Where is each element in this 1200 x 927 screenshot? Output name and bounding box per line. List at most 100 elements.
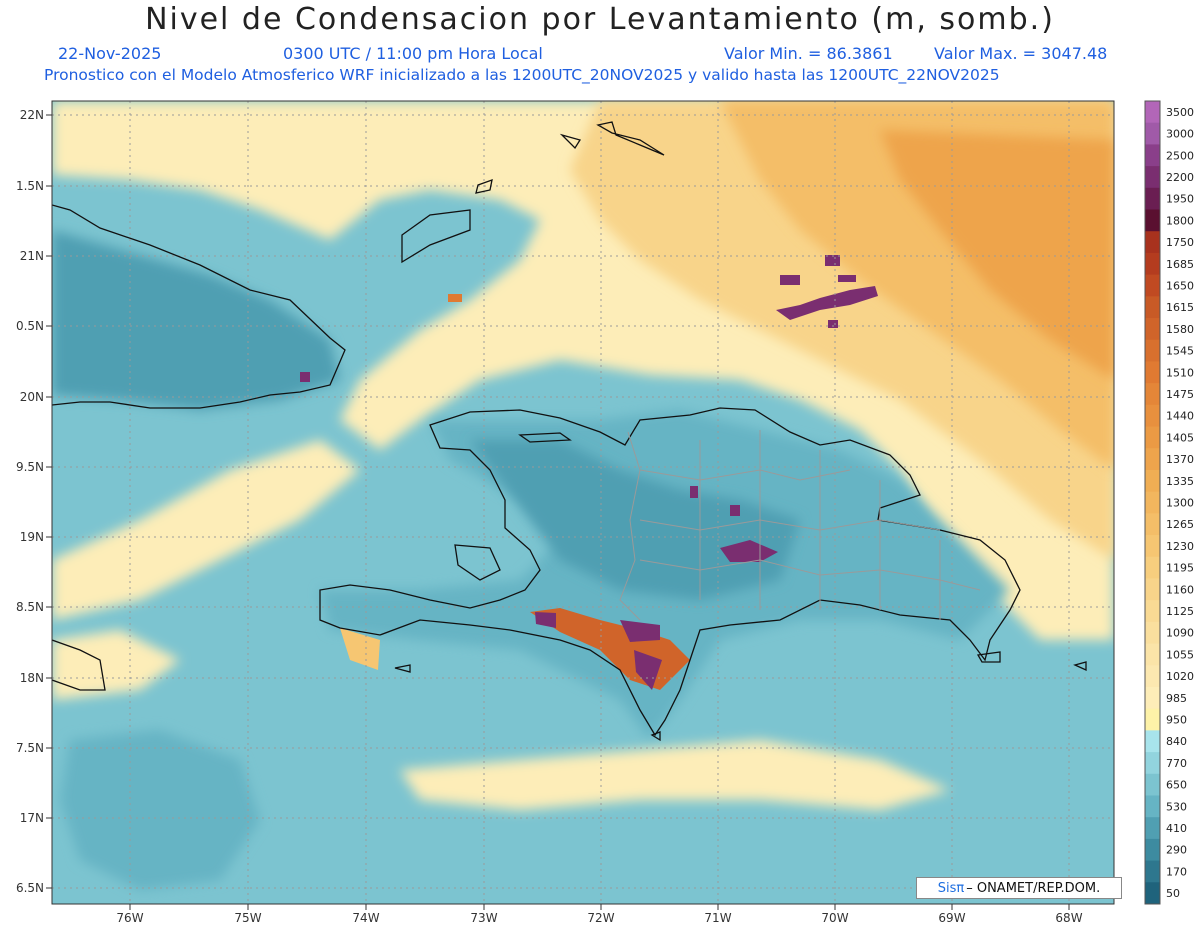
legend-label: 2200 <box>1166 171 1194 184</box>
legend-swatch <box>1145 361 1160 384</box>
value-min: Valor Min. = 86.3861 <box>724 44 893 63</box>
lat-label: 9.5N <box>16 460 44 474</box>
legend-label: 1650 <box>1166 279 1194 292</box>
lat-label: 8.5N <box>16 600 44 614</box>
legend-label: 1615 <box>1166 301 1194 314</box>
legend-swatch <box>1145 860 1160 883</box>
legend-swatch <box>1145 817 1160 840</box>
legend-label: 650 <box>1166 779 1187 792</box>
legend-label: 3500 <box>1166 106 1194 119</box>
lat-label: 20N <box>20 390 44 404</box>
sispi-logo-text: Sisπ <box>937 880 965 896</box>
legend-swatch <box>1145 643 1160 666</box>
lon-label: 71W <box>704 911 731 925</box>
lon-label: 72W <box>587 911 614 925</box>
gonave-island <box>454 544 501 581</box>
saona-island <box>976 651 1001 663</box>
legend-swatch <box>1145 469 1160 493</box>
legend-swatch <box>1145 404 1160 428</box>
lon-label: 74W <box>352 911 379 925</box>
legend-label: 1475 <box>1166 388 1194 401</box>
forecast-subtitle: Pronostico con el Modelo Atmosferico WRF… <box>44 66 1000 84</box>
legend-swatch <box>1145 209 1160 232</box>
legend-swatch <box>1145 383 1160 406</box>
lat-label: 22N <box>20 108 44 122</box>
legend-swatch <box>1145 274 1160 297</box>
navassa <box>394 664 411 673</box>
lat-label: 0.5N <box>16 319 44 333</box>
legend-swatch <box>1145 556 1160 579</box>
value-max: Valor Max. = 3047.48 <box>934 44 1108 63</box>
legend-label: 2500 <box>1166 149 1194 162</box>
jamaica <box>52 639 106 691</box>
legend-label: 770 <box>1166 757 1187 770</box>
legend-swatch <box>1145 773 1160 796</box>
province-borders <box>619 430 981 621</box>
legend-label: 1090 <box>1166 627 1194 640</box>
legend-label: 3000 <box>1166 128 1194 141</box>
legend-label: 1750 <box>1166 236 1194 249</box>
lat-label: 18N <box>20 671 44 685</box>
legend-swatch <box>1145 686 1160 710</box>
graticule <box>52 101 1114 904</box>
legend-label: 1125 <box>1166 605 1194 618</box>
bahamas-3 <box>596 121 665 156</box>
lon-label: 76W <box>116 911 143 925</box>
legend-label: 985 <box>1166 692 1187 705</box>
lat-label: 17N <box>20 811 44 825</box>
legend-label: 410 <box>1166 822 1187 835</box>
coastlines <box>52 121 1087 742</box>
mona-island <box>1073 661 1087 672</box>
legend-label: 170 <box>1166 865 1187 878</box>
lat-label: 6.5N <box>16 881 44 895</box>
legend-label: 1265 <box>1166 518 1194 531</box>
legend-label: 1685 <box>1166 258 1194 271</box>
legend-swatch <box>1145 513 1160 536</box>
legend-label: 950 <box>1166 714 1187 727</box>
legend-label: 530 <box>1166 800 1187 813</box>
legend-swatch <box>1145 621 1160 645</box>
legend-label: 1055 <box>1166 648 1194 661</box>
lon-label: 73W <box>470 911 497 925</box>
tick-marks <box>46 114 1070 910</box>
lon-label: 69W <box>938 911 965 925</box>
legend-swatch <box>1145 122 1160 145</box>
legend-label: 1950 <box>1166 193 1194 206</box>
legend-label: 1580 <box>1166 323 1194 336</box>
hispaniola-coast <box>319 407 1021 737</box>
tortuga-island <box>518 432 572 443</box>
field-layer <box>52 101 1114 904</box>
legend-swatch <box>1145 795 1160 818</box>
color-legend: 3500 3000 2500 2200 1950 1800 1750 1685 1650 1615… <box>1144 100 1194 905</box>
forecast-date: 22-Nov-2025 <box>58 44 162 63</box>
legend-label: 1440 <box>1166 410 1194 423</box>
legend-swatch <box>1145 491 1160 514</box>
legend-label: 1020 <box>1166 670 1194 683</box>
legend-swatch <box>1145 252 1160 276</box>
lat-label: 7.5N <box>16 741 44 755</box>
credit-text: – ONAMET/REP.DOM. <box>966 880 1101 896</box>
credit-box: Sisπ – ONAMET/REP.DOM. <box>916 877 1122 899</box>
legend-label: 1405 <box>1166 431 1194 444</box>
legend-label: 1195 <box>1166 562 1194 575</box>
legend-swatch <box>1145 578 1160 601</box>
legend-swatch <box>1145 339 1160 362</box>
lat-label: 21N <box>20 249 44 263</box>
beata-island <box>650 731 661 742</box>
legend-swatch <box>1145 448 1160 471</box>
lon-label: 68W <box>1055 911 1082 925</box>
legend-swatch <box>1145 752 1160 775</box>
legend-swatch <box>1145 838 1160 862</box>
plot-frame <box>51 100 1115 905</box>
legend-label: 1230 <box>1166 540 1194 553</box>
map-title: Nivel de Condensacion por Levantamiento … <box>145 2 1055 37</box>
legend-swatch <box>1145 187 1160 211</box>
legend-label: 1545 <box>1166 345 1194 358</box>
bahamas-1 <box>401 209 471 264</box>
legend-swatch <box>1145 426 1160 449</box>
legend-swatch <box>1145 535 1160 558</box>
legend-label: 840 <box>1166 735 1187 748</box>
legend-swatch <box>1145 101 1160 124</box>
legend-swatch <box>1145 318 1160 341</box>
